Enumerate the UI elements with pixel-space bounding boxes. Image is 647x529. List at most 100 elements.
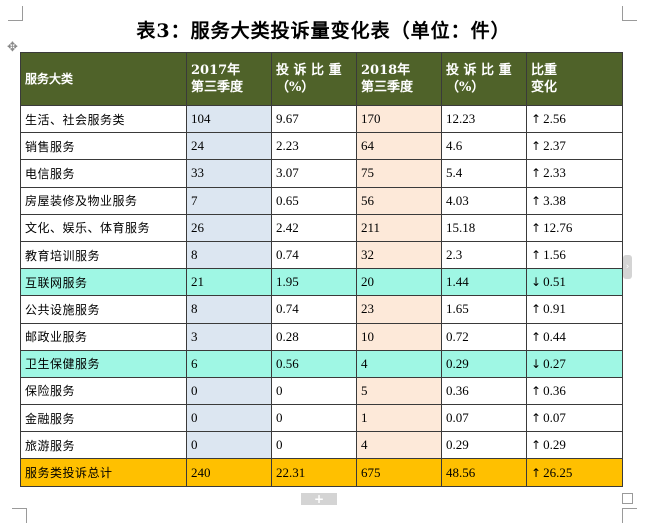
count-2017-q3: 104 (186, 104, 272, 134)
count-2018-q3: 75 (356, 159, 442, 188)
category-name: 教育培训服务 (20, 240, 187, 270)
category-name: 邮政业服务 (20, 322, 187, 351)
trend-arrow-icon: ↑ (531, 193, 542, 208)
table-row: 生活、社会服务类 104 9.67 170 12.23 ↑ 2.56 (20, 104, 623, 134)
count-2017-q3: 7 (186, 186, 272, 215)
category-name: 金融服务 (20, 404, 187, 433)
header-2018-share-label: 投 诉 比 重 (446, 63, 512, 78)
count-2017-q3: 26 (186, 213, 272, 242)
add-row-button[interactable]: + (301, 493, 337, 505)
count-2018-q3: 10 (356, 322, 442, 351)
table-row: 房屋装修及物业服务 7 0.65 56 4.03 ↑ 3.38 (20, 186, 623, 215)
share-2018-q3: 2.3 (441, 240, 527, 270)
trend-arrow-icon: ↑ (531, 411, 542, 426)
total-label: 服务类投诉总计 (20, 458, 187, 487)
count-2017-q3: 6 (186, 349, 272, 378)
complaints-table: 服务大类 2017年 第三季度 投 诉 比 重 （%） 2018年 第三季度 投… (20, 52, 623, 487)
count-2018-q3: 23 (356, 295, 442, 324)
count-2018-q3: 56 (356, 186, 442, 215)
count-2018-q3: 4 (356, 349, 442, 378)
share-2018-q3: 0.29 (441, 349, 527, 378)
trend-arrow-icon: ↓ (531, 275, 542, 290)
header-2018-share: 投 诉 比 重 （%） (441, 52, 527, 106)
share-change: ↑ 0.36 (526, 376, 623, 406)
trend-arrow-icon: ↑ (531, 465, 542, 480)
share-2018-q3: 4.03 (441, 186, 527, 215)
share-2017-q3: 0 (271, 376, 357, 406)
trend-arrow-icon: ↑ (531, 220, 542, 235)
share-2018-q3: 12.23 (441, 104, 527, 134)
share-change: ↓ 0.27 (526, 349, 623, 378)
share-change: ↑ 0.29 (526, 431, 623, 460)
share-2017-q3: 3.07 (271, 159, 357, 188)
share-2018-q3: 0.29 (441, 431, 527, 460)
change-value: 0.29 (543, 437, 566, 453)
share-change: ↑ 3.38 (526, 186, 623, 215)
category-name: 电信服务 (20, 159, 187, 188)
share-2017-q3: 1.95 (271, 268, 357, 297)
share-change: ↑ 12.76 (526, 213, 623, 242)
table-row: 电信服务 33 3.07 75 5.4 ↑ 2.33 (20, 159, 623, 188)
share-2018-q3: 0.72 (441, 322, 527, 351)
category-name: 卫生保健服务 (20, 349, 187, 378)
share-2017-q3: 0.65 (271, 186, 357, 215)
count-2018-q3: 1 (356, 404, 442, 433)
share-2017-q3: 0.74 (271, 240, 357, 270)
share-2017-q3: 2.23 (271, 132, 357, 161)
change-value: 12.76 (543, 219, 573, 235)
category-name: 公共设施服务 (20, 295, 187, 324)
count-2018-q3: 211 (356, 213, 442, 242)
move-cross-icon[interactable]: ✥ (7, 40, 18, 55)
table-resize-handle[interactable] (622, 493, 633, 504)
change-value: 1.56 (543, 247, 566, 263)
count-2017-q3: 33 (186, 159, 272, 188)
change-value: 2.37 (543, 138, 566, 154)
header-2018-q3: 2018年 第三季度 (356, 52, 442, 106)
table-row: 保险服务 0 0 5 0.36 ↑ 0.36 (20, 376, 623, 406)
category-name: 文化、娱乐、体育服务 (20, 213, 187, 242)
header-2017-share: 投 诉 比 重 （%） (271, 52, 357, 106)
trend-arrow-icon: ↑ (531, 329, 542, 344)
expand-right-icon[interactable]: › (623, 255, 632, 279)
table-row: 销售服务 24 2.23 64 4.6 ↑ 2.37 (20, 132, 623, 161)
count-2018-q3: 170 (356, 104, 442, 134)
share-2018-q3: 4.6 (441, 132, 527, 161)
table-header-row: 服务大类 2017年 第三季度 投 诉 比 重 （%） 2018年 第三季度 投… (20, 52, 623, 106)
share-2018-q3: 1.44 (441, 268, 527, 297)
share-change: ↑ 0.07 (526, 404, 623, 433)
header-share-change: 比重 变化 (526, 52, 623, 106)
table-row: 教育培训服务 8 0.74 32 2.3 ↑ 1.56 (20, 240, 623, 270)
share-change: ↓ 0.51 (526, 268, 623, 297)
count-2017-q3: 21 (186, 268, 272, 297)
total-share-2017: 22.31 (271, 458, 357, 487)
count-2017-q3: 3 (186, 322, 272, 351)
table-row: 互联网服务 21 1.95 20 1.44 ↓ 0.51 (20, 268, 623, 297)
trend-arrow-icon: ↑ (531, 248, 542, 263)
share-2017-q3: 2.42 (271, 213, 357, 242)
header-2017-q3: 2017年 第三季度 (186, 52, 272, 106)
change-value: 0.51 (543, 274, 566, 290)
total-share-change: ↑ 26.25 (526, 458, 623, 487)
share-2018-q3: 1.65 (441, 295, 527, 324)
total-2017-q3: 240 (186, 458, 272, 487)
page-corner-mark-top-right (622, 6, 637, 21)
change-value: 0.07 (543, 410, 566, 426)
header-2018-share-unit: （%） (446, 80, 485, 95)
table-row: 文化、娱乐、体育服务 26 2.42 211 15.18 ↑ 12.76 (20, 213, 623, 242)
share-change: ↑ 2.37 (526, 132, 623, 161)
header-2017-year: 2017年 (191, 63, 241, 78)
count-2018-q3: 64 (356, 132, 442, 161)
share-2018-q3: 15.18 (441, 213, 527, 242)
page-corner-mark-bottom-left (12, 508, 27, 523)
share-2017-q3: 0.56 (271, 349, 357, 378)
trend-arrow-icon: ↑ (531, 166, 542, 181)
header-2017-share-unit: （%） (276, 80, 315, 95)
share-2018-q3: 5.4 (441, 159, 527, 188)
count-2018-q3: 32 (356, 240, 442, 270)
count-2017-q3: 8 (186, 240, 272, 270)
page-corner-mark-top-left (8, 6, 23, 21)
header-2017-share-label: 投 诉 比 重 (276, 63, 342, 78)
table-title: 表3：服务大类投诉量变化表（单位：件） (136, 20, 511, 42)
table-row: 旅游服务 0 0 4 0.29 ↑ 0.29 (20, 431, 623, 460)
table-row: 金融服务 0 0 1 0.07 ↑ 0.07 (20, 404, 623, 433)
